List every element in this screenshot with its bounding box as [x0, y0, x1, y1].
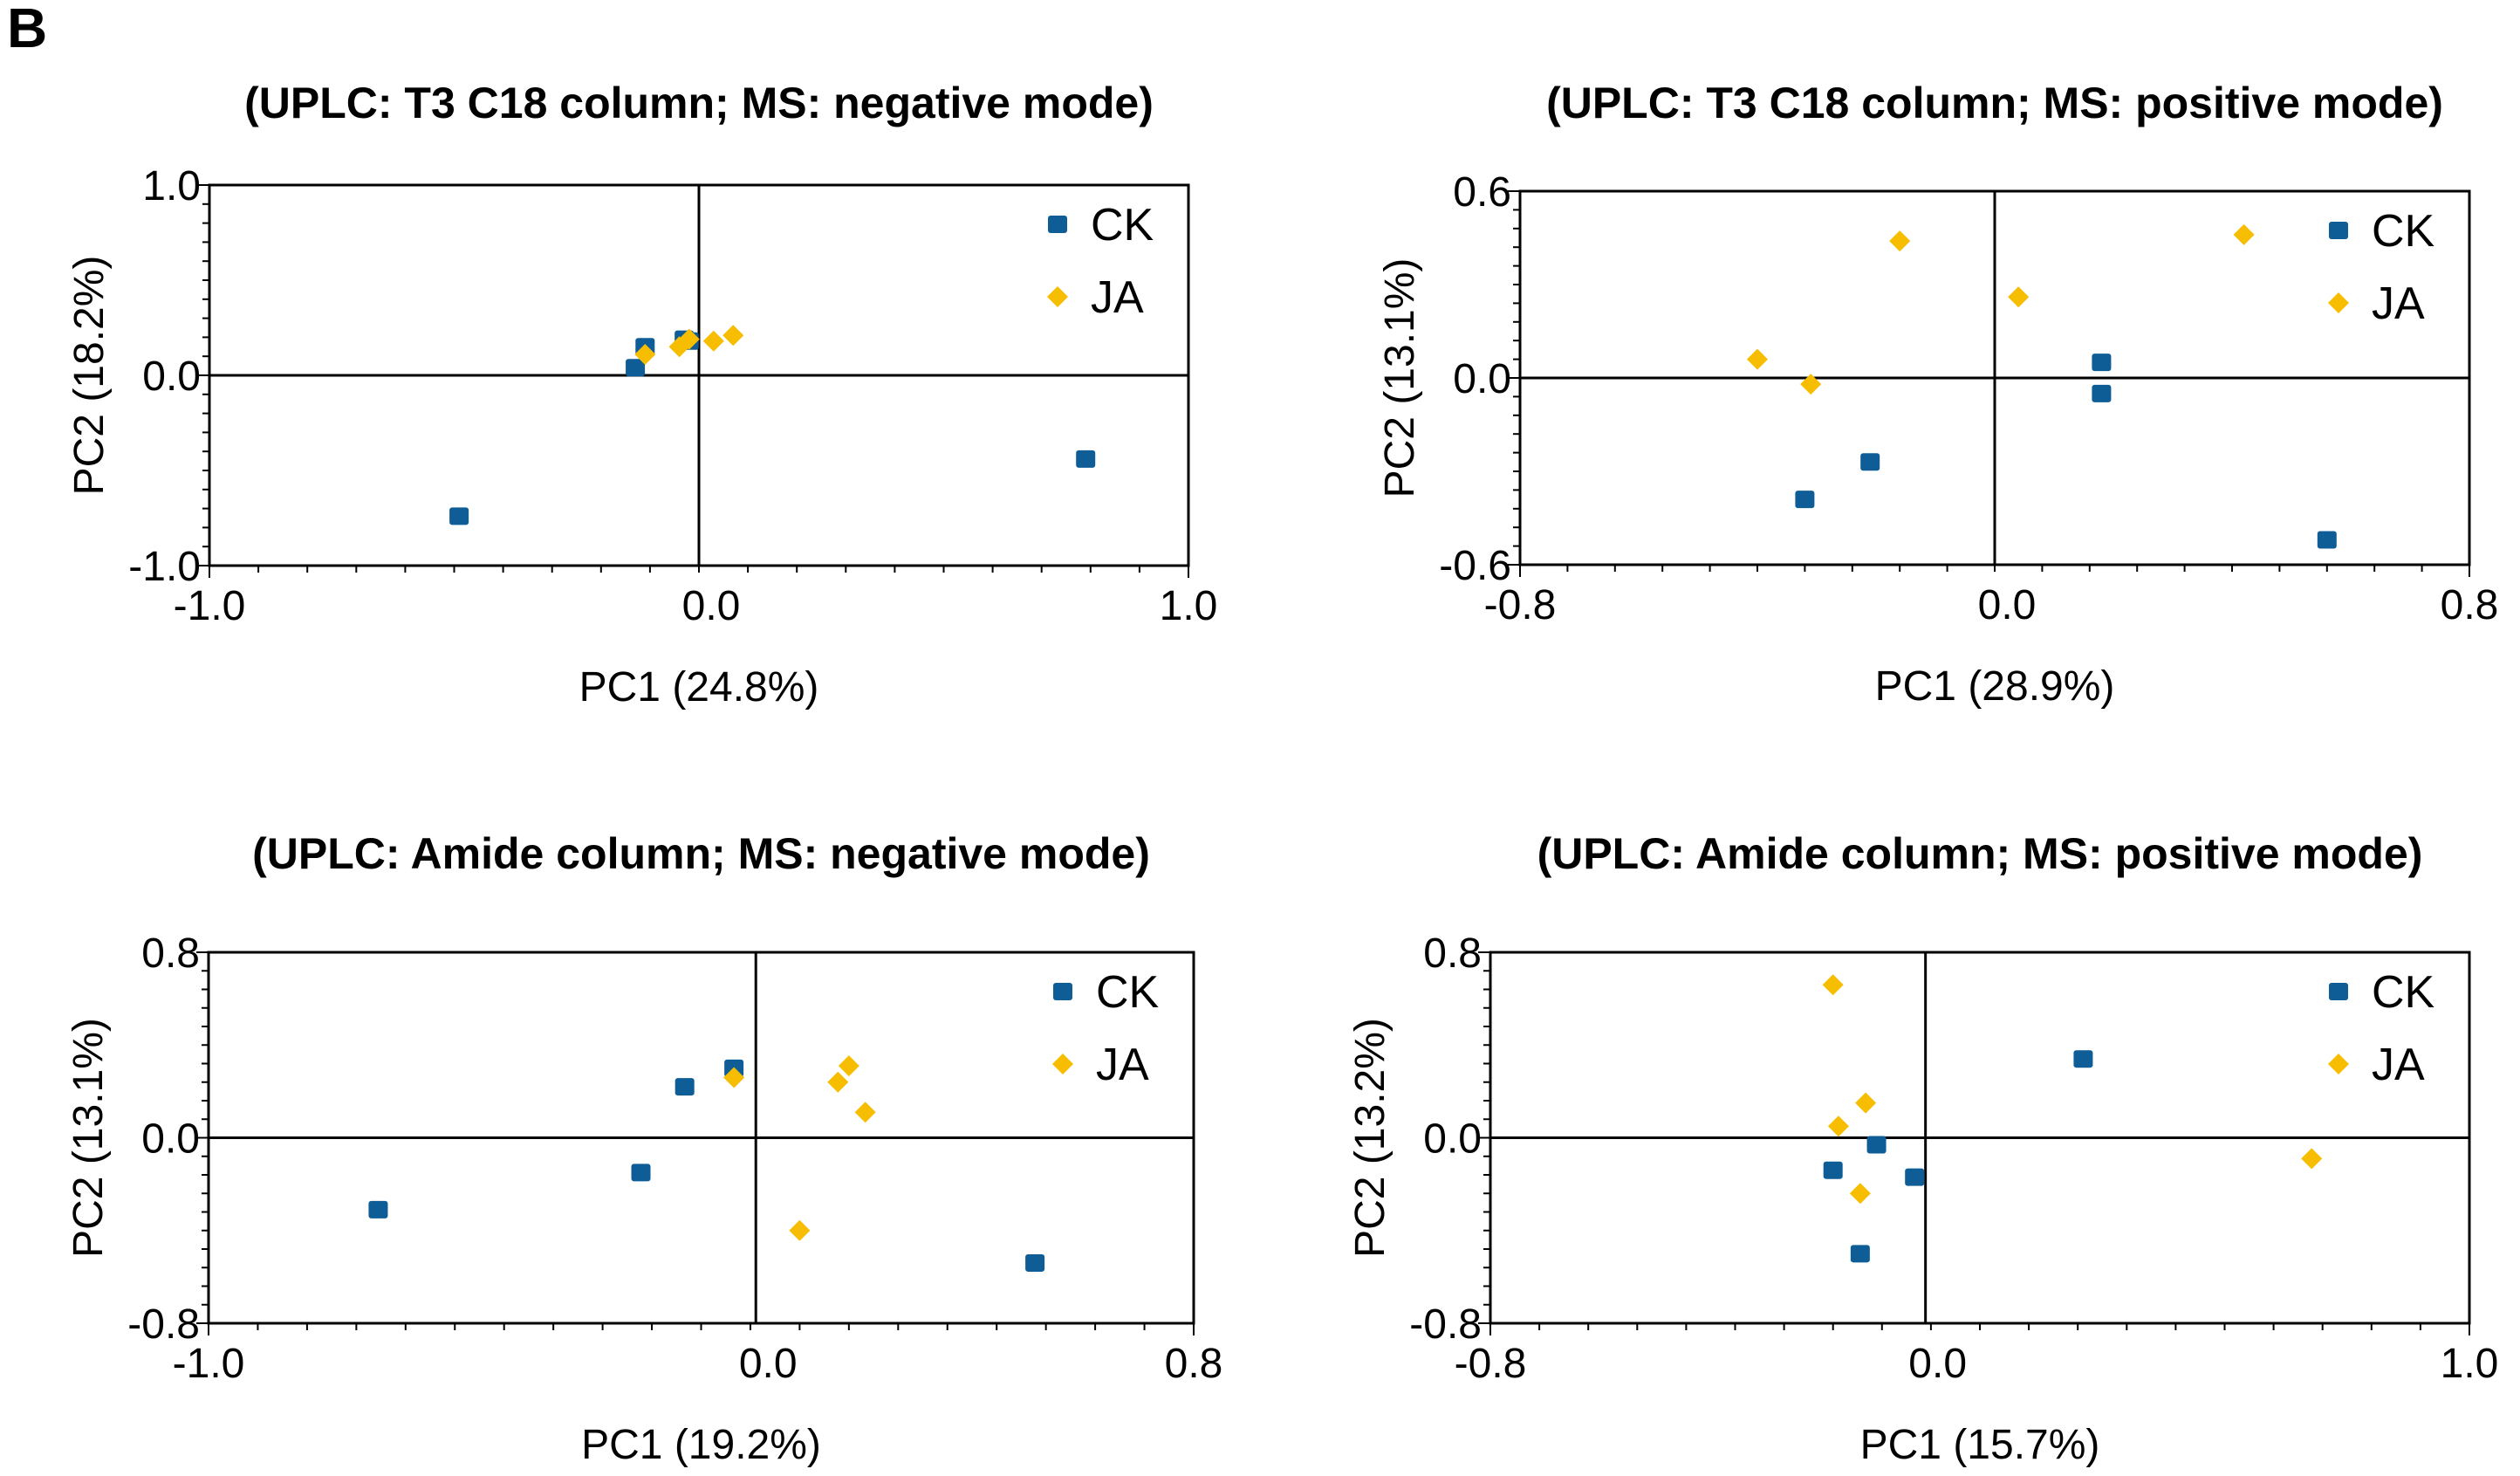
x-tick-label: 0.8: [2441, 582, 2499, 628]
panel-letter: B: [7, 0, 48, 59]
point-ck: [1866, 1136, 1887, 1154]
y-tick-label: 0.0: [1453, 356, 1511, 402]
point-ja: [2233, 223, 2255, 245]
x-tick-label: 0.0: [739, 1341, 798, 1387]
legend-marker-ja: [1052, 1054, 1073, 1074]
point-ja: [838, 1055, 859, 1077]
point-ck: [2092, 384, 2112, 402]
legend-label-ja: JA: [1091, 272, 1144, 323]
legend-marker-ja: [2328, 292, 2349, 313]
point-ck: [1860, 453, 1880, 471]
x-axis-label: PC1 (15.7%): [1860, 1422, 2100, 1468]
point-ja: [789, 1219, 811, 1241]
point-ck: [449, 507, 469, 525]
point-ja: [1822, 974, 1844, 996]
point-ja: [678, 328, 700, 350]
point-ja: [2008, 286, 2030, 308]
point-ck: [631, 1164, 651, 1182]
legend-label-ja: JA: [1096, 1040, 1149, 1090]
y-tick-label: 0.6: [1453, 169, 1511, 216]
point-ck: [368, 1200, 388, 1219]
point-ja: [634, 344, 656, 366]
point-ck: [2092, 354, 2112, 372]
point-ja: [722, 325, 744, 347]
point-ja: [1747, 348, 1768, 370]
y-axis-label: PC2 (13.1%): [1377, 258, 1423, 498]
point-ck: [1850, 1245, 1870, 1263]
point-ja: [1849, 1183, 1871, 1205]
y-tick-label: -0.8: [127, 1301, 200, 1348]
x-tick-label: -1.0: [174, 583, 246, 629]
point-ck: [1823, 1161, 1843, 1179]
point-ja: [1855, 1092, 1877, 1114]
point-ja: [854, 1102, 876, 1123]
legend-label-ck: CK: [2372, 967, 2435, 1018]
x-axis-label: PC1 (24.8%): [579, 664, 819, 711]
x-tick-label: 0.0: [682, 583, 741, 629]
x-tick-label: 1.0: [1160, 583, 1218, 629]
chart-title: (UPLC: Amide column; MS: negative mode): [252, 829, 1150, 878]
point-ja: [702, 330, 724, 352]
chart-title: (UPLC: Amide column; MS: positive mode): [1537, 829, 2423, 878]
y-tick-label: 0.8: [1423, 930, 1482, 977]
point-ja: [1800, 374, 1822, 395]
point-ck: [675, 1078, 695, 1096]
point-ck: [1905, 1168, 1925, 1186]
chart-panel-4: (UPLC: Amide column; MS: positive mode) -…: [1347, 829, 2498, 1468]
legend-label-ja: JA: [2372, 278, 2425, 329]
y-axis-label: PC2 (13.1%): [65, 1018, 112, 1258]
y-tick-label: 0.0: [141, 1116, 200, 1163]
y-tick-label: -0.8: [1409, 1301, 1482, 1348]
chart-panel-3: (UPLC: Amide column; MS: negative mode) -…: [65, 829, 1222, 1468]
point-ja: [1827, 1116, 1849, 1137]
x-axis-label: PC1 (28.9%): [1875, 663, 2115, 710]
y-tick-label: -1.0: [128, 544, 201, 590]
x-tick-label: 1.0: [2441, 1341, 2499, 1387]
x-tick-label: -0.8: [1455, 1341, 1527, 1387]
point-ja: [1889, 230, 1911, 252]
point-ck: [1025, 1253, 1045, 1272]
point-ja: [827, 1071, 849, 1093]
chart-title: (UPLC: T3 C18 column; MS: negative mode): [244, 79, 1154, 127]
legend-marker-ja: [1047, 286, 1068, 307]
legend-label-ck: CK: [1096, 967, 1160, 1018]
x-tick-label: 0.8: [1165, 1341, 1223, 1387]
point-ja: [2301, 1148, 2323, 1170]
legend-label-ck: CK: [2372, 206, 2435, 257]
x-tick-label: 0.0: [1908, 1341, 1967, 1387]
y-tick-label: 0.0: [1423, 1116, 1482, 1163]
point-ck: [626, 359, 646, 377]
point-ja: [723, 1067, 745, 1088]
x-tick-label: 0.0: [1978, 582, 2037, 628]
x-axis-label: PC1 (19.2%): [581, 1422, 821, 1468]
legend-marker-ck: [2329, 222, 2348, 239]
y-tick-label: 1.0: [142, 163, 201, 209]
y-tick-label: 0.0: [142, 354, 201, 400]
chart-panel-1: (UPLC: T3 C18 column; MS: negative mode)…: [66, 79, 1217, 711]
y-tick-label: 0.8: [141, 930, 200, 977]
legend-marker-ja: [2328, 1054, 2349, 1074]
point-ck: [2073, 1050, 2093, 1068]
legend-label-ja: JA: [2372, 1040, 2425, 1090]
point-ck: [1795, 491, 1815, 509]
legend-marker-ck: [1053, 983, 1072, 1000]
chart-panel-2: (UPLC: T3 C18 column; MS: positive mode)…: [1377, 79, 2498, 710]
y-tick-label: -0.6: [1439, 543, 1511, 589]
chart-title: (UPLC: T3 C18 column; MS: positive mode): [1546, 79, 2443, 127]
legend-marker-ck: [1048, 216, 1067, 233]
point-ck: [1076, 450, 1096, 468]
point-ck: [2317, 531, 2337, 549]
y-axis-label: PC2 (18.2%): [66, 256, 113, 496]
y-axis-label: PC2 (13.2%): [1347, 1018, 1394, 1258]
x-tick-label: -1.0: [173, 1341, 245, 1387]
legend-label-ck: CK: [1091, 200, 1154, 251]
x-tick-label: -0.8: [1484, 582, 1557, 628]
legend-marker-ck: [2329, 983, 2348, 1000]
